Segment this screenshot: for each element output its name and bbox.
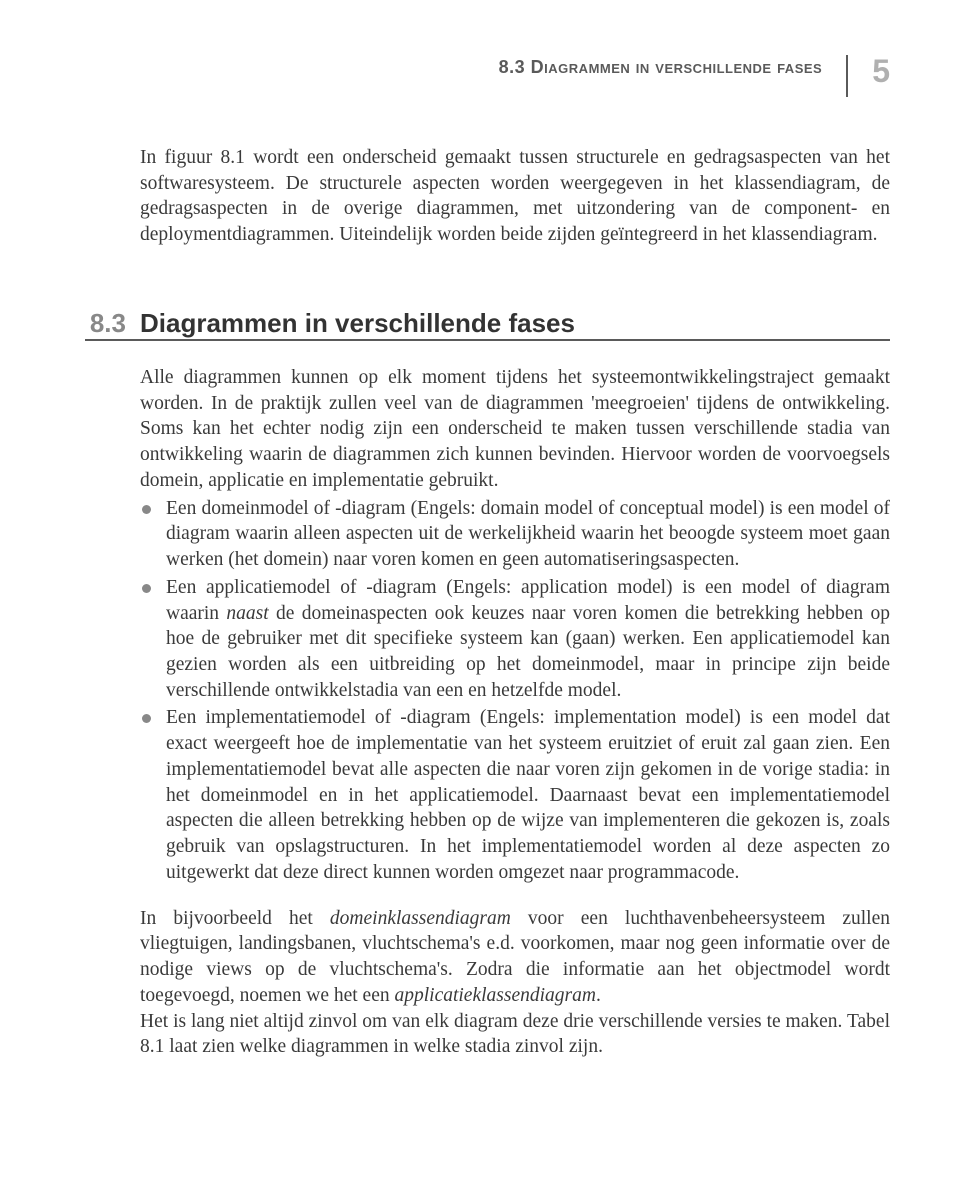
page-number: 5	[848, 55, 890, 87]
intro-paragraph: In figuur 8.1 wordt een onderscheid gema…	[140, 145, 890, 248]
running-title: 8.3 Diagrammen in verschillende fases	[499, 55, 847, 78]
bullet-item: Een domeinmodel of -diagram (Engels: dom…	[140, 496, 890, 573]
closing-paragraph-2: Het is lang niet altijd zinvol om van el…	[140, 1009, 890, 1060]
section-title: Diagrammen in verschillende fases	[140, 308, 575, 339]
lead-paragraph: Alle diagrammen kunnen op elk moment tij…	[140, 365, 890, 494]
section-heading: 8.3 Diagrammen in verschillende fases	[85, 308, 890, 341]
bullet-item: Een implementatiemodel of -diagram (Enge…	[140, 705, 890, 885]
closing-paragraph-1: In bijvoorbeeld het domeinklassendiagram…	[140, 906, 890, 1009]
bullet-item: Een applicatiemodel of -diagram (Engels:…	[140, 575, 890, 704]
bullet-list: Een domeinmodel of -diagram (Engels: dom…	[140, 496, 890, 886]
section-body: Alle diagrammen kunnen op elk moment tij…	[140, 365, 890, 1060]
running-header: 8.3 Diagrammen in verschillende fases 5	[100, 55, 890, 97]
section-number: 8.3	[85, 308, 140, 339]
